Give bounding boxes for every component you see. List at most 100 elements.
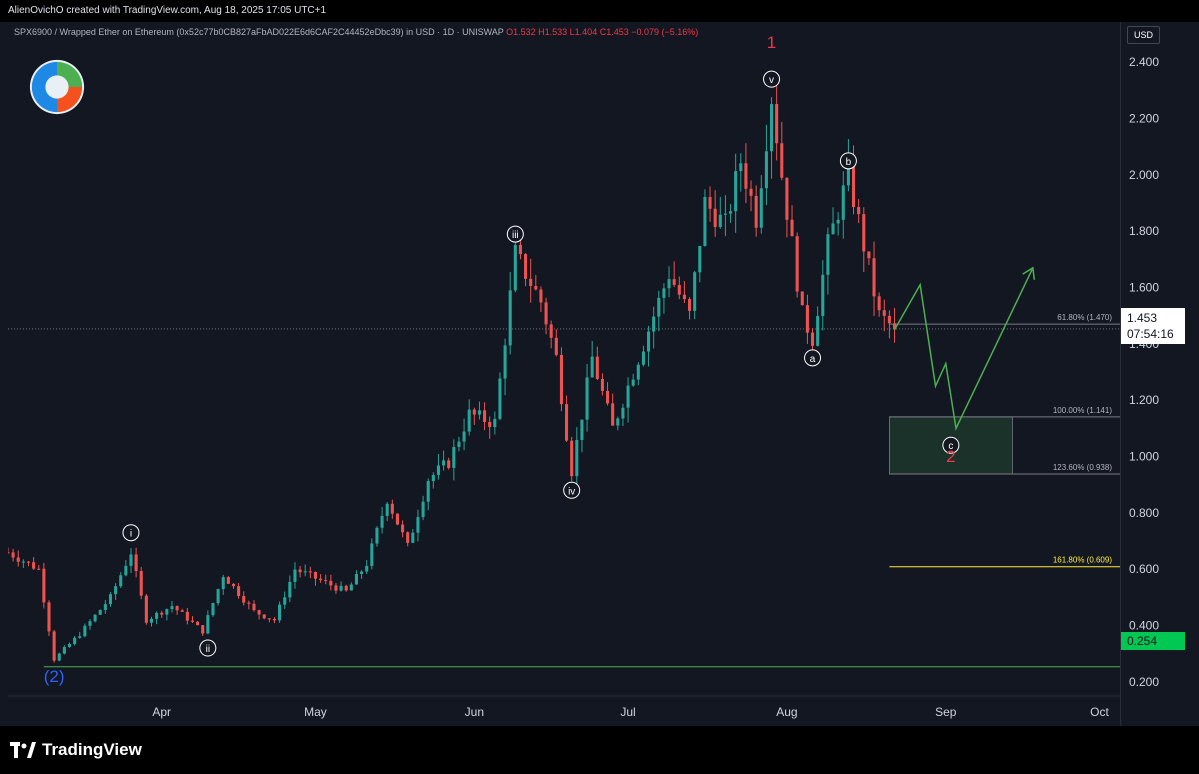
price-tick-label: 1.800 [1129,224,1159,238]
wave-label-circle [563,481,581,499]
tradingview-icon [10,742,36,758]
fib-level-label: 61.80% (1.470) [1057,313,1112,322]
candle-body [416,517,420,533]
candle-body [887,315,891,324]
attribution-text: AlienOvichO created with TradingView.com… [8,5,327,16]
price-tick-label: 0.400 [1129,619,1159,633]
projection-arrowhead [1022,266,1036,280]
candle-body [380,515,384,528]
candle-body [73,637,77,644]
candle-body [221,577,225,590]
candle-body [170,606,174,610]
candle-body [590,356,594,378]
candle-body [431,474,435,482]
wave-label-p2p: (2) [44,667,65,686]
time-tick-label: Sep [935,705,957,719]
candle-body [682,294,686,300]
candle-body [739,163,743,172]
candle-body [647,331,651,352]
candle-body [426,481,430,502]
chart-frame[interactable]: Apr May Jun Jul Aug Sep Oct 61.80% (1.470) 100.0… [8,22,1192,726]
time-tick-label: Jun [465,705,484,719]
wave-label-circle [942,436,960,454]
candle-body [119,575,123,587]
candle-body [149,618,154,623]
candle-body [8,552,10,554]
candle-body [662,288,666,298]
symbol-legend: SPX6900 / Wrapped Ether on Ethereum (0x5… [14,27,698,37]
candle-body [585,377,589,420]
candle-body [493,418,497,428]
candle-body [467,409,471,432]
candle-body [708,197,712,209]
candle-body [98,609,102,615]
candle-body [841,185,845,220]
candle-body [775,104,779,144]
candle-body [826,234,830,275]
candle-body [600,379,604,391]
candle-body [175,606,179,611]
candle-body [226,577,230,584]
candle-body [124,565,128,576]
candle-body [513,244,517,291]
candle-body [108,594,113,605]
candle-body [836,219,840,224]
candle-body [103,604,107,610]
candle-body [616,418,620,426]
candle-body [401,524,405,533]
candle-body [816,316,820,346]
candle-body [770,104,774,152]
countdown-timer: 07:54:16 [1127,327,1174,341]
candle-body [319,578,323,581]
candle-body [457,441,461,447]
candle-body [785,177,789,220]
candle-body [759,188,763,228]
candle-body [882,310,886,316]
price-axis[interactable]: USD 0.2000.4000.6000.8001.0001.2001.4001… [1120,22,1192,726]
candle-body [354,573,358,585]
candle-body [483,410,487,422]
candle-body [698,245,702,273]
candle-body [780,143,784,178]
candle-body [313,572,318,579]
candle-body [201,625,205,634]
currency-badge[interactable]: USD [1127,26,1161,44]
candle-body [477,410,481,415]
candle-body [652,316,656,332]
candle-body [857,207,861,215]
candle-body [278,604,282,621]
time-tick-label: Oct [1090,705,1109,719]
price-tick-label: 0.800 [1129,506,1159,520]
candle-body [606,390,610,404]
wave-label-circle [506,225,524,243]
candle-body [805,305,809,333]
candle-body [360,571,364,574]
price-chart[interactable]: Apr May Jun Jul Aug Sep Oct 61.80% (1.470) 100.0… [8,22,1120,726]
candle-body [539,289,543,303]
candle-body [349,584,353,591]
wave-label-circle [122,524,140,542]
candle-body [723,213,727,215]
candle-body [52,631,56,661]
candle-body [329,580,333,586]
time-tick-label: Apr [152,705,171,719]
candle-body [385,503,389,516]
candle-body [47,602,51,632]
wave-label-iii: iii [512,230,519,241]
candle-body [155,612,159,619]
candle-body [631,379,635,386]
fib-level-label: 123.60% (0.938) [1053,463,1112,472]
candle-body [544,302,548,325]
candle-body [190,620,195,622]
candle-body [718,214,722,227]
candle-body [93,614,97,622]
tradingview-logo[interactable]: TradingView [10,740,142,760]
candle-body [211,603,215,616]
candle-body [144,595,148,623]
candle-body [508,290,512,346]
candle-body [447,460,451,468]
candle-body [88,621,92,626]
candle-body [657,297,661,317]
candle-body [524,254,528,279]
candle-body [237,586,241,597]
